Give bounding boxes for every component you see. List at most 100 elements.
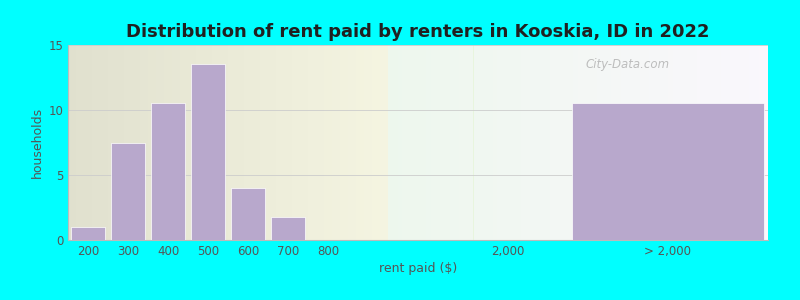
Bar [196,45,204,240]
Bar [673,45,678,240]
Bar [658,45,663,240]
Bar [730,45,734,240]
Bar [316,45,324,240]
Bar [464,45,469,240]
Bar [430,45,435,240]
Bar [236,45,244,240]
Bar [71,227,105,240]
Y-axis label: households: households [31,107,44,178]
Bar [151,103,185,240]
Bar [340,45,348,240]
Bar [124,45,132,240]
Bar [592,45,597,240]
Bar [435,45,440,240]
Bar [172,45,180,240]
Bar [663,45,668,240]
Bar [445,45,450,240]
Bar [540,45,545,240]
Bar [204,45,212,240]
Bar [587,45,592,240]
Bar [402,45,407,240]
Bar [535,45,540,240]
Bar [645,45,650,240]
Bar [388,45,393,240]
Bar [332,45,340,240]
Bar [440,45,445,240]
Bar [228,45,236,240]
Bar [84,45,92,240]
Bar [763,45,768,240]
Text: City-Data.com: City-Data.com [586,58,670,71]
Bar [582,45,587,240]
Bar [300,45,308,240]
Bar [711,45,716,240]
Bar [76,45,84,240]
Bar [597,45,602,240]
Bar [744,45,749,240]
Bar [324,45,332,240]
Bar [412,45,417,240]
Bar [459,45,464,240]
Bar [606,45,611,240]
Bar [292,45,300,240]
Bar [611,45,616,240]
Bar [398,45,402,240]
Bar [454,45,459,240]
Bar [502,45,506,240]
Bar [526,45,530,240]
Bar [132,45,140,240]
Bar [393,45,398,240]
Bar [754,45,758,240]
Bar [626,45,630,240]
Bar [574,45,578,240]
Bar [231,188,265,240]
Bar [530,45,535,240]
Bar [469,45,474,240]
Bar [559,45,564,240]
Bar [252,45,260,240]
Bar [650,45,654,240]
Bar [220,45,228,240]
Bar [100,45,108,240]
Bar [739,45,744,240]
Bar [308,45,316,240]
Bar [380,45,388,240]
Bar [180,45,188,240]
Bar [372,45,380,240]
Bar [716,45,721,240]
Bar [678,45,682,240]
Bar [140,45,148,240]
Bar [621,45,626,240]
Bar [726,45,730,240]
Bar [488,45,493,240]
Bar [212,45,220,240]
Bar [545,45,550,240]
Bar [271,217,305,240]
Bar [749,45,754,240]
Title: Distribution of rent paid by renters in Kooskia, ID in 2022: Distribution of rent paid by renters in … [126,23,710,41]
Bar [111,142,145,240]
Bar [284,45,292,240]
Bar [426,45,430,240]
Bar [516,45,521,240]
Bar [276,45,284,240]
Bar [498,45,502,240]
Bar [422,45,426,240]
Bar [682,45,687,240]
Bar [364,45,372,240]
Bar [483,45,488,240]
Bar [511,45,516,240]
Bar [260,45,268,240]
Bar [734,45,739,240]
Bar [407,45,412,240]
Bar [640,45,645,240]
Bar [521,45,526,240]
Bar [721,45,726,240]
Bar [572,103,764,240]
Bar [654,45,658,240]
Bar [697,45,702,240]
Bar [635,45,640,240]
Bar [692,45,697,240]
Bar [668,45,673,240]
Bar [268,45,276,240]
